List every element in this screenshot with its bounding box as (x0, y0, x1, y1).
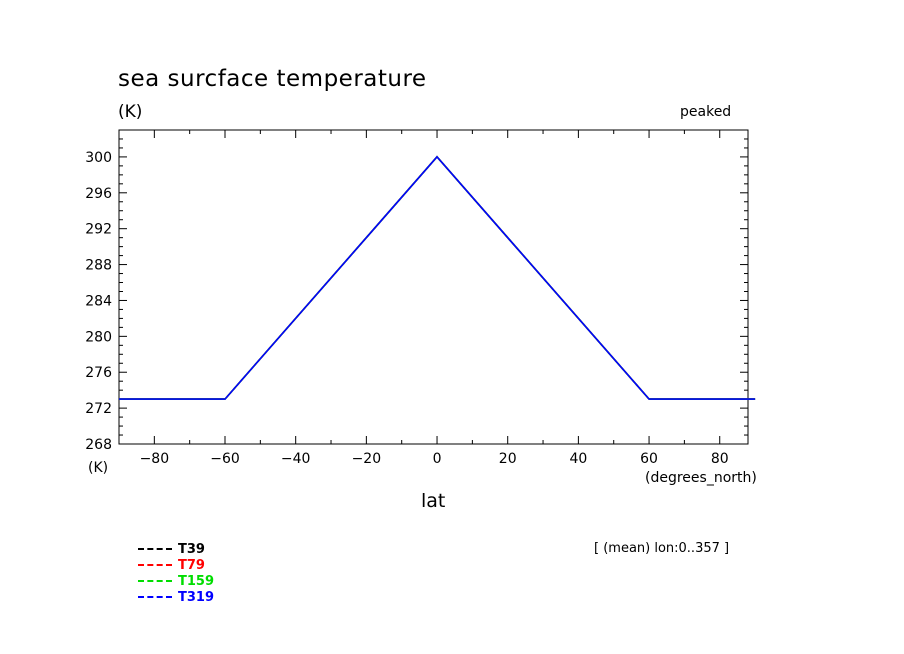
x-tick-label: 40 (569, 451, 587, 467)
legend-item-t319: T319 (138, 589, 214, 605)
legend: T39 T79 T159 T319 (138, 541, 214, 605)
x-axis-unit-label: (degrees_north) (645, 470, 757, 486)
legend-label: T319 (178, 589, 215, 605)
y-tick-label: 276 (85, 365, 112, 381)
plot-frame (118, 129, 749, 445)
x-tick-label: 0 (433, 451, 442, 467)
y-tick-label: 292 (85, 222, 112, 238)
legend-item-t159: T159 (138, 573, 214, 589)
series-layer (119, 155, 756, 400)
y-axis-unit-label: (K) (118, 102, 143, 122)
legend-label: T159 (178, 573, 215, 589)
y-tick-label: 288 (85, 258, 112, 274)
y-tick-label: 300 (85, 150, 112, 166)
y-tick-label: 272 (85, 401, 112, 417)
y-tick-label: 268 (85, 437, 112, 453)
legend-item-t79: T79 (138, 557, 214, 573)
x-tick-label: −60 (210, 451, 240, 467)
x-tick-label: −80 (140, 451, 170, 467)
x-tick-label: −20 (352, 451, 382, 467)
chart-subtitle: peaked (680, 104, 732, 120)
legend-swatch (138, 580, 172, 582)
y-tick-label: 280 (85, 329, 112, 345)
y-tick-label: 284 (85, 293, 112, 309)
mean-annotation: [ (mean) lon:0..357 ] (594, 541, 730, 556)
legend-label: T39 (178, 541, 205, 557)
legend-swatch (138, 596, 172, 598)
x-tick-label: −40 (281, 451, 311, 467)
legend-item-t39: T39 (138, 541, 214, 557)
series-line-t159 (119, 155, 756, 400)
series-line-t79 (119, 155, 756, 400)
x-tick-label: 60 (640, 451, 658, 467)
legend-swatch (138, 548, 172, 550)
y-tick-label: 296 (85, 186, 112, 202)
x-tick-label: 20 (499, 451, 517, 467)
x-tick-label: 80 (711, 451, 729, 467)
chart-title: sea surcface temperature (118, 66, 427, 92)
legend-label: T79 (178, 557, 205, 573)
legend-swatch (138, 564, 172, 566)
y-axis-unit-bottom: (K) (88, 460, 109, 476)
x-axis-label: lat (421, 490, 446, 512)
axis-ticks: −80 −60 −40 −20 0 20 40 60 80 268 272 276 280 284 288 2… (85, 129, 748, 467)
series-line-t319 (119, 155, 756, 400)
series-line-t39 (119, 155, 756, 400)
